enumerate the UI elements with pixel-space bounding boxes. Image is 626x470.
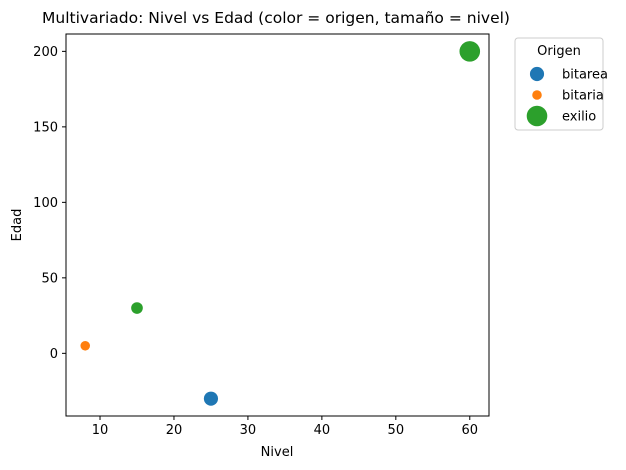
data-point-bitaria [80, 341, 91, 351]
x-tick-label: 50 [388, 423, 405, 438]
chart-title: Multivariado: Nivel vs Edad (color = ori… [42, 9, 510, 27]
y-axis-label: Edad [10, 209, 25, 242]
legend-entries: bitarea bitaria exilio [526, 66, 608, 127]
legend-marker-bitarea [529, 66, 545, 82]
x-tick-label: 60 [461, 423, 478, 438]
legend-marker-exilio [526, 105, 548, 127]
legend-marker-bitaria [532, 90, 542, 100]
data-points [80, 41, 481, 406]
data-point-exilio [131, 302, 143, 314]
x-axis-ticks: 10 20 30 40 50 60 [92, 416, 478, 438]
y-axis-ticks: 0 50 100 150 200 [33, 45, 66, 362]
y-tick-label: 200 [33, 45, 58, 60]
y-tick-label: 0 [50, 347, 58, 362]
data-point-bitarea [203, 391, 219, 406]
x-tick-label: 30 [240, 423, 257, 438]
legend-title: Origen [537, 44, 581, 59]
x-axis-label: Nivel [261, 445, 294, 460]
y-tick-label: 100 [33, 196, 58, 211]
plot-area [65, 33, 490, 417]
legend-label-bitaria: bitaria [562, 89, 604, 104]
x-tick-label: 40 [314, 423, 331, 438]
y-tick-label: 150 [33, 120, 58, 135]
legend-label-exilio: exilio [562, 110, 596, 125]
legend-label-bitarea: bitarea [562, 68, 608, 83]
x-tick-label: 10 [92, 423, 109, 438]
y-tick-label: 50 [41, 271, 58, 286]
x-tick-label: 20 [166, 423, 183, 438]
data-point-exilio [459, 41, 481, 62]
legend: Origen bitarea bitaria exilio [514, 37, 608, 131]
